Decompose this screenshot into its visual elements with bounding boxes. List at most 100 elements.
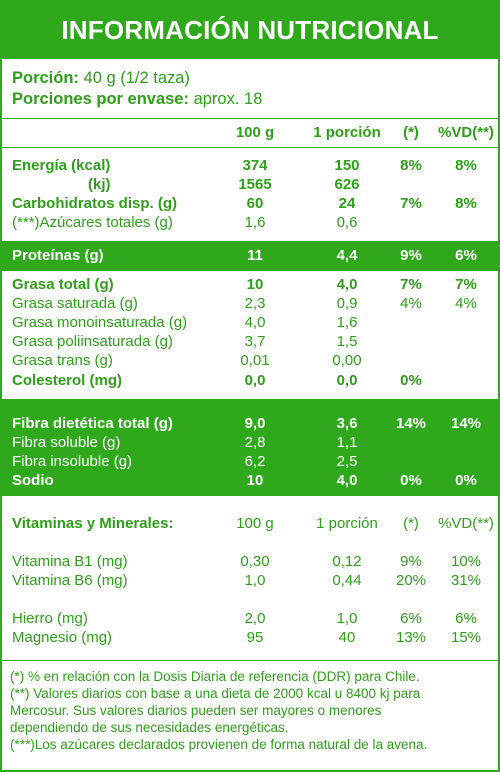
value-portion: 1,6 xyxy=(336,314,358,331)
value-pct: 4% xyxy=(400,295,422,312)
label-title: INFORMACIÓN NUTRICIONAL xyxy=(2,2,498,59)
value-vd: 8% xyxy=(455,157,477,174)
row-fibra-insoluble: Fibra insoluble (g) 6,2 2,5 xyxy=(2,452,498,472)
footnote: dependiendo de sus necesidades energétic… xyxy=(10,720,289,735)
servings-label: Porciones por envase: xyxy=(12,90,189,108)
value-pct: 7% xyxy=(400,276,422,293)
row-label: Grasa saturada (g) xyxy=(12,295,138,312)
col-header-100g: 100 g xyxy=(235,124,275,141)
column-header-row: 100 g 1 porción (*) %VD(**) xyxy=(2,123,498,143)
value-portion: 4,0 xyxy=(336,472,358,489)
row-label: Proteínas (g) xyxy=(12,247,104,264)
value-vd: 6% xyxy=(455,247,477,264)
protein-band xyxy=(2,241,498,271)
value-pct: 9% xyxy=(400,553,422,570)
servings-value: aprox. 18 xyxy=(193,90,263,108)
value-pct: 0% xyxy=(400,472,422,489)
fiber-band xyxy=(2,399,498,496)
col-header-pct: (*) xyxy=(403,515,419,532)
value-vd: 14% xyxy=(450,415,482,432)
value-portion: 626 xyxy=(334,176,360,193)
row-kj: (kj) 1565 626 xyxy=(2,175,498,195)
row-label: Fibra dietética total (g) xyxy=(12,415,173,432)
value-portion: 4,0 xyxy=(336,276,358,293)
divider xyxy=(2,118,498,119)
value-100g: 11 xyxy=(247,247,263,264)
col-header-portion: 1 porción xyxy=(313,124,381,141)
row-grasa-saturada: Grasa saturada (g) 2,3 0,9 4% 4% xyxy=(2,294,498,314)
value-portion: 0,12 xyxy=(332,553,362,570)
row-carbohidratos: Carbohidratos disp. (g) 60 24 7% 8% xyxy=(2,194,498,214)
portion-info: Porción: 40 g (1/2 taza) Porciones por e… xyxy=(12,68,262,110)
vitamins-heading: Vitaminas y Minerales: xyxy=(12,515,174,532)
value-vd: 7% xyxy=(455,276,477,293)
row-label: Vitamina B6 (mg) xyxy=(12,572,128,589)
row-grasa-mono: Grasa monoinsaturada (g) 4,0 1,6 xyxy=(2,313,498,333)
value-100g: 4,0 xyxy=(244,314,266,331)
row-label: (kj) xyxy=(88,176,111,193)
footnote: (***)Los azúcares declarados provienen d… xyxy=(10,737,428,752)
row-sodio: Sodio 10 4,0 0% 0% xyxy=(2,471,498,491)
footnotes: (*) % en relación con la Dosis Diaria de… xyxy=(10,668,490,753)
row-label: Sodio xyxy=(12,472,54,489)
value-portion: 4,4 xyxy=(336,247,358,264)
value-100g: 2,3 xyxy=(244,295,266,312)
row-grasa-poli: Grasa poliinsaturada (g) 3,7 1,5 xyxy=(2,332,498,352)
footnote: Mercosur. Sus valores diarios pueden ser… xyxy=(10,703,382,718)
value-portion: 1,0 xyxy=(336,610,358,627)
divider xyxy=(2,147,498,148)
value-100g: 6,2 xyxy=(244,453,266,470)
portion-value: 40 g (1/2 taza) xyxy=(83,69,190,87)
value-vd: 0% xyxy=(455,472,477,489)
value-100g: 2,8 xyxy=(244,434,266,451)
row-magnesio: Magnesio (mg) 95 40 13% 15% xyxy=(2,628,498,648)
value-portion: 0,44 xyxy=(332,572,362,589)
footnote: (*) % en relación con la Dosis Diaria de… xyxy=(10,669,420,684)
value-vd: 8% xyxy=(455,195,477,212)
value-portion: 0,6 xyxy=(336,214,358,231)
row-energia: Energía (kcal) 374 150 8% 8% xyxy=(2,156,498,176)
value-pct: 14% xyxy=(395,415,427,432)
value-pct: 20% xyxy=(395,572,427,589)
row-grasa-total: Grasa total (g) 10 4,0 7% 7% xyxy=(2,275,498,295)
value-pct: 13% xyxy=(395,629,427,646)
col-header-pct: (*) xyxy=(403,124,419,141)
row-label: Grasa poliinsaturada (g) xyxy=(12,333,173,350)
row-label: Colesterol (mg) xyxy=(12,372,123,389)
col-header-vd: %VD(**) xyxy=(438,124,494,141)
value-portion: 0,9 xyxy=(336,295,358,312)
value-100g: 0,30 xyxy=(240,553,270,570)
value-vd: 15% xyxy=(450,629,482,646)
value-vd: 10% xyxy=(450,553,482,570)
value-pct: 6% xyxy=(400,610,422,627)
col-header-portion: 1 porción xyxy=(316,515,378,532)
value-pct: 8% xyxy=(400,157,422,174)
value-100g: 9,0 xyxy=(244,415,266,432)
value-100g: 0,0 xyxy=(244,372,266,389)
value-100g: 2,0 xyxy=(244,610,266,627)
row-label: Hierro (mg) xyxy=(12,610,88,627)
row-label: Grasa total (g) xyxy=(12,276,114,293)
value-portion: 2,5 xyxy=(336,453,358,470)
value-100g: 0,01 xyxy=(240,352,270,369)
value-portion: 0,0 xyxy=(336,372,358,389)
row-vitamina-b1: Vitamina B1 (mg) 0,30 0,12 9% 10% xyxy=(2,552,498,572)
value-portion: 1,5 xyxy=(336,333,358,350)
value-vd: 6% xyxy=(455,610,477,627)
value-vd: 4% xyxy=(455,295,477,312)
value-100g: 1565 xyxy=(238,176,272,193)
col-header-100g: 100 g xyxy=(236,515,274,532)
value-vd: 31% xyxy=(450,572,482,589)
vitamins-header-row: Vitaminas y Minerales: 100 g 1 porción (… xyxy=(2,514,498,534)
value-100g: 1,6 xyxy=(244,214,266,231)
row-label: Carbohidratos disp. (g) xyxy=(12,195,177,212)
value-portion: 150 xyxy=(334,157,360,174)
portion-label: Porción: xyxy=(12,69,79,87)
row-label: Grasa monoinsaturada (g) xyxy=(12,314,188,331)
row-label: Fibra soluble (g) xyxy=(12,434,121,451)
row-hierro: Hierro (mg) 2,0 1,0 6% 6% xyxy=(2,609,498,629)
value-portion: 3,6 xyxy=(336,415,358,432)
value-100g: 95 xyxy=(246,629,264,646)
row-label: Magnesio (mg) xyxy=(12,629,113,646)
